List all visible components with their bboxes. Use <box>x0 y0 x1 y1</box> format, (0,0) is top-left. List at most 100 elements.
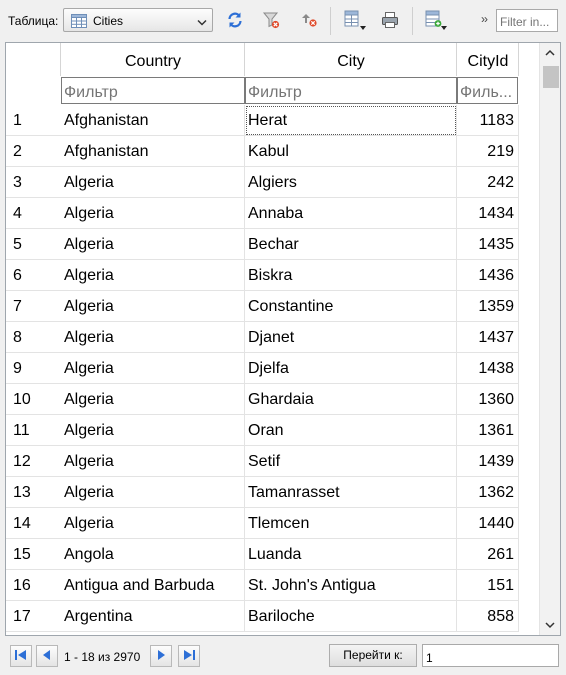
cityid-cell[interactable]: 1434 <box>457 198 519 229</box>
first-page-button[interactable] <box>10 645 32 667</box>
country-cell[interactable]: Algeria <box>61 167 245 198</box>
scrollbar-thumb[interactable] <box>543 66 559 88</box>
cityid-cell[interactable]: 858 <box>457 601 519 632</box>
city-cell[interactable]: Constantine <box>245 291 457 322</box>
row-number: 15 <box>6 539 61 570</box>
cityid-cell[interactable]: 219 <box>457 136 519 167</box>
table-row[interactable]: 4 Algeria Annaba 1434 <box>6 198 540 229</box>
table-row[interactable]: 11 Algeria Oran 1361 <box>6 415 540 446</box>
country-cell[interactable]: Algeria <box>61 415 245 446</box>
cityid-filter-input[interactable] <box>457 77 518 104</box>
city-cell[interactable]: Tamanrasset <box>245 477 457 508</box>
city-cell[interactable]: Bariloche <box>245 601 457 632</box>
table-row[interactable]: 6 Algeria Biskra 1436 <box>6 260 540 291</box>
country-filter-input[interactable] <box>61 77 245 104</box>
table-row[interactable]: 2 Afghanistan Kabul 219 <box>6 136 540 167</box>
country-cell[interactable]: Afghanistan <box>61 105 245 136</box>
toolbar-overflow-chevron[interactable]: ›› <box>481 12 488 26</box>
row-number: 13 <box>6 477 61 508</box>
country-cell[interactable]: Algeria <box>61 229 245 260</box>
column-header-country[interactable]: Country <box>61 43 245 76</box>
table-row[interactable]: 8 Algeria Djanet 1437 <box>6 322 540 353</box>
country-cell[interactable]: Algeria <box>61 384 245 415</box>
city-cell[interactable]: Bechar <box>245 229 457 260</box>
column-header-city[interactable]: City <box>245 43 457 76</box>
table-row[interactable]: 9 Algeria Djelfa 1438 <box>6 353 540 384</box>
table-row[interactable]: 1 Afghanistan Herat 1183 <box>6 105 540 136</box>
country-cell[interactable]: Algeria <box>61 446 245 477</box>
column-header-label: City <box>337 53 365 70</box>
country-cell[interactable]: Algeria <box>61 198 245 229</box>
table-row[interactable]: 17 Argentina Bariloche 858 <box>6 601 540 632</box>
city-cell[interactable]: Annaba <box>245 198 457 229</box>
next-page-icon <box>155 649 167 664</box>
city-cell[interactable]: Djanet <box>245 322 457 353</box>
vertical-scrollbar[interactable] <box>539 43 560 635</box>
cityid-cell[interactable]: 151 <box>457 570 519 601</box>
table-row[interactable]: 10 Algeria Ghardaia 1360 <box>6 384 540 415</box>
cityid-cell[interactable]: 242 <box>457 167 519 198</box>
column-header-cityid[interactable]: CityId <box>457 43 519 76</box>
pager: 1 - 18 из 2970 Перейти к: <box>0 638 566 675</box>
goto-page-input[interactable] <box>422 644 559 667</box>
country-cell[interactable]: Angola <box>61 539 245 570</box>
last-page-button[interactable] <box>178 645 200 667</box>
table-row[interactable]: 16 Antigua and Barbuda St. John's Antigua 1… <box>6 570 540 601</box>
scroll-down-icon[interactable] <box>540 615 560 635</box>
city-cell[interactable]: Kabul <box>245 136 457 167</box>
prev-page-button[interactable] <box>36 645 58 667</box>
city-cell[interactable]: Ghardaia <box>245 384 457 415</box>
city-cell[interactable]: Herat <box>245 105 457 136</box>
print-button[interactable] <box>377 9 403 33</box>
city-filter-input[interactable] <box>245 77 457 104</box>
goto-page-button[interactable]: Перейти к: <box>329 644 417 667</box>
city-cell[interactable]: Biskra <box>245 260 457 291</box>
country-cell[interactable]: Argentina <box>61 601 245 632</box>
city-cell[interactable]: Luanda <box>245 539 457 570</box>
city-cell[interactable]: Djelfa <box>245 353 457 384</box>
country-cell[interactable]: Afghanistan <box>61 136 245 167</box>
country-cell[interactable]: Algeria <box>61 353 245 384</box>
country-cell[interactable]: Algeria <box>61 477 245 508</box>
country-cell[interactable]: Algeria <box>61 291 245 322</box>
clear-filter-button[interactable] <box>258 9 284 33</box>
table-row[interactable]: 13 Algeria Tamanrasset 1362 <box>6 477 540 508</box>
table-select-value: Cities <box>93 14 124 28</box>
country-cell[interactable]: Algeria <box>61 322 245 353</box>
sort-button[interactable] <box>297 9 323 33</box>
country-cell[interactable]: Algeria <box>61 260 245 291</box>
cityid-cell[interactable]: 1440 <box>457 508 519 539</box>
table-row[interactable]: 14 Algeria Tlemcen 1440 <box>6 508 540 539</box>
columns-button[interactable] <box>422 9 448 33</box>
export-button[interactable] <box>341 9 367 33</box>
cityid-cell[interactable]: 1435 <box>457 229 519 260</box>
cityid-cell[interactable]: 261 <box>457 539 519 570</box>
cityid-cell[interactable]: 1439 <box>457 446 519 477</box>
country-cell[interactable]: Algeria <box>61 508 245 539</box>
city-cell[interactable]: Setif <box>245 446 457 477</box>
table-row[interactable]: 3 Algeria Algiers 242 <box>6 167 540 198</box>
table-select[interactable]: Cities <box>63 8 213 32</box>
country-cell[interactable]: Antigua and Barbuda <box>61 570 245 601</box>
table-row[interactable]: 12 Algeria Setif 1439 <box>6 446 540 477</box>
city-cell[interactable]: Oran <box>245 415 457 446</box>
cityid-cell[interactable]: 1183 <box>457 105 519 136</box>
refresh-button[interactable] <box>222 9 248 33</box>
table-row[interactable]: 5 Algeria Bechar 1435 <box>6 229 540 260</box>
cityid-cell[interactable]: 1361 <box>457 415 519 446</box>
cityid-cell[interactable]: 1438 <box>457 353 519 384</box>
table-row[interactable]: 7 Algeria Constantine 1359 <box>6 291 540 322</box>
city-cell[interactable]: St. John's Antigua <box>245 570 457 601</box>
next-page-button[interactable] <box>150 645 172 667</box>
city-cell[interactable]: Tlemcen <box>245 508 457 539</box>
scroll-up-icon[interactable] <box>540 43 560 63</box>
cityid-cell[interactable]: 1360 <box>457 384 519 415</box>
cityid-cell[interactable]: 1436 <box>457 260 519 291</box>
filter-input[interactable] <box>496 9 558 32</box>
cityid-cell[interactable]: 1359 <box>457 291 519 322</box>
cityid-cell[interactable]: 1437 <box>457 322 519 353</box>
toolbar: Таблица: Cities <box>0 0 566 40</box>
table-row[interactable]: 15 Angola Luanda 261 <box>6 539 540 570</box>
cityid-cell[interactable]: 1362 <box>457 477 519 508</box>
city-cell[interactable]: Algiers <box>245 167 457 198</box>
